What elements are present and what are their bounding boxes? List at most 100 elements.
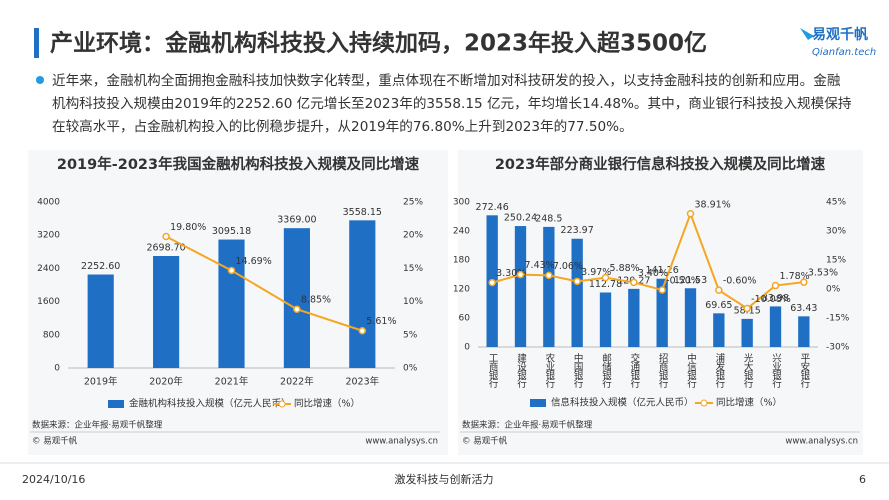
- y2-tick-label: 0%: [826, 285, 841, 295]
- y2-tick-label: 30%: [826, 227, 846, 237]
- y-tick-label: 60: [459, 314, 471, 324]
- x-tick-label: 邮储银行: [600, 352, 612, 389]
- bar: [514, 226, 527, 347]
- bar-value-label: 223.97: [561, 225, 594, 236]
- line-marker: [488, 278, 496, 287]
- x-tick-label: 中信银行: [685, 352, 697, 389]
- y2-tick-label: -30%: [826, 343, 850, 353]
- x-tick-label: 交通银行: [628, 352, 640, 389]
- line-value-label: 5.88%: [610, 263, 640, 274]
- site: www.analysys.cn: [785, 437, 858, 447]
- line-marker: [743, 304, 751, 313]
- y-tick-label: 2400: [37, 264, 60, 274]
- y-tick-label: 800: [43, 330, 60, 340]
- legend-swatch: [278, 400, 286, 408]
- legend-swatch: [108, 400, 124, 408]
- x-tick-label: 浦发银行: [713, 352, 725, 389]
- bar-value-label: 250.24: [504, 213, 537, 224]
- bar-value-label: 2252.60: [81, 261, 120, 272]
- line-value-label: 3.40%: [638, 268, 668, 279]
- bar-value-label: 83.98: [762, 293, 789, 304]
- source: 数据来源：企业年报·易观千帆整理: [32, 420, 163, 431]
- x-tick-label: 农业银行: [543, 352, 555, 389]
- y-tick-label: 300: [453, 198, 470, 208]
- bar-value-label: 3558.15: [343, 207, 382, 218]
- legend-swatch: [530, 399, 546, 407]
- line-value-label: -0.50%: [666, 275, 700, 286]
- bar: [628, 288, 640, 347]
- line-value-label: 8.85%: [301, 295, 331, 306]
- bar: [713, 313, 725, 347]
- bar: [769, 306, 782, 347]
- y2-tick-label: 15%: [403, 264, 423, 274]
- x-tick-label: 2021年: [215, 376, 249, 388]
- bar-value-label: 121.53: [674, 275, 707, 286]
- copyright: © 易观千帆: [32, 436, 78, 447]
- line-marker: [771, 281, 780, 290]
- x-tick-label: 2022年: [280, 376, 314, 388]
- y-tick-label: 180: [453, 256, 470, 266]
- x-tick-label: 2023年: [345, 376, 379, 388]
- chart-title: 2023年部分商业银行信息科技投入规模及同比增速: [495, 155, 826, 173]
- line-value-label: 7.43%: [525, 260, 555, 271]
- site: www.analysys.cn: [365, 437, 438, 447]
- logo: 易观千帆: [812, 26, 868, 43]
- chart-title: 2019年-2023年我国金融机构科技投入规模及同比增速: [57, 155, 420, 173]
- line: [491, 210, 804, 310]
- bar-value-label: 141.26: [646, 265, 679, 276]
- bar: [543, 226, 555, 347]
- y-tick-label: 3200: [37, 231, 60, 241]
- bar-value-label: 112.78: [589, 279, 622, 290]
- line-marker: [715, 286, 723, 294]
- bar: [283, 228, 310, 368]
- x-tick-label: 兴业银行: [770, 353, 782, 389]
- line: [165, 235, 363, 332]
- line-marker: [358, 326, 367, 335]
- x-tick-label: 中国银行: [572, 352, 584, 389]
- line-marker: [630, 278, 638, 287]
- bar: [656, 278, 668, 347]
- y2-tick-label: 25%: [403, 198, 423, 208]
- line-marker: [293, 305, 301, 313]
- y2-tick-label: -15%: [826, 314, 850, 324]
- line-value-label: 19.80%: [170, 222, 206, 233]
- bar: [349, 220, 376, 368]
- legend-label: 同比增速（%）: [294, 398, 360, 410]
- x-tick-label: 光大银行: [742, 352, 754, 389]
- line-marker: [686, 210, 695, 218]
- legend-label: 同比增速（%）: [716, 397, 782, 409]
- y-tick-label: 240: [453, 227, 470, 237]
- bar: [218, 239, 245, 368]
- legend-swatch: [700, 399, 708, 407]
- x-tick-label: 工商银行: [487, 353, 499, 389]
- bar: [684, 288, 697, 347]
- line-marker: [227, 266, 236, 275]
- source: 数据来源：企业年报·易观千帆整理: [462, 420, 593, 431]
- line-value-label: 1.78%: [780, 271, 810, 282]
- bar-value-label: 248.5: [535, 213, 562, 224]
- y2-tick-label: 15%: [826, 256, 846, 266]
- line-marker: [658, 286, 666, 294]
- bar: [153, 256, 180, 368]
- line-value-label: 3.30%: [496, 268, 526, 279]
- line-value-label: 14.69%: [236, 256, 272, 267]
- y-tick-label: 4000: [37, 198, 60, 208]
- bar: [599, 292, 612, 347]
- legend-label: 信息科技投入规模（亿元人民币）: [551, 397, 694, 409]
- line-marker: [573, 277, 581, 286]
- line-value-label: -10.08%: [751, 294, 791, 305]
- y2-tick-label: 45%: [826, 198, 846, 208]
- line-value-label: 3.97%: [581, 267, 611, 278]
- bar-value-label: 3095.18: [212, 226, 251, 237]
- y2-tick-label: 0%: [403, 364, 418, 374]
- y-tick-label: 1600: [37, 297, 60, 307]
- y2-tick-label: 20%: [403, 231, 423, 241]
- bar: [798, 316, 810, 347]
- title-bar: [34, 28, 39, 58]
- line-value-label: 7.06%: [553, 261, 583, 272]
- paragraph: 近年来，金融机构全面拥抱金融科技加快数字化转型，重点体现在不断增加对科技研发的投…: [52, 73, 852, 135]
- line-marker: [601, 273, 610, 282]
- x-tick-label: 2020年: [149, 376, 183, 388]
